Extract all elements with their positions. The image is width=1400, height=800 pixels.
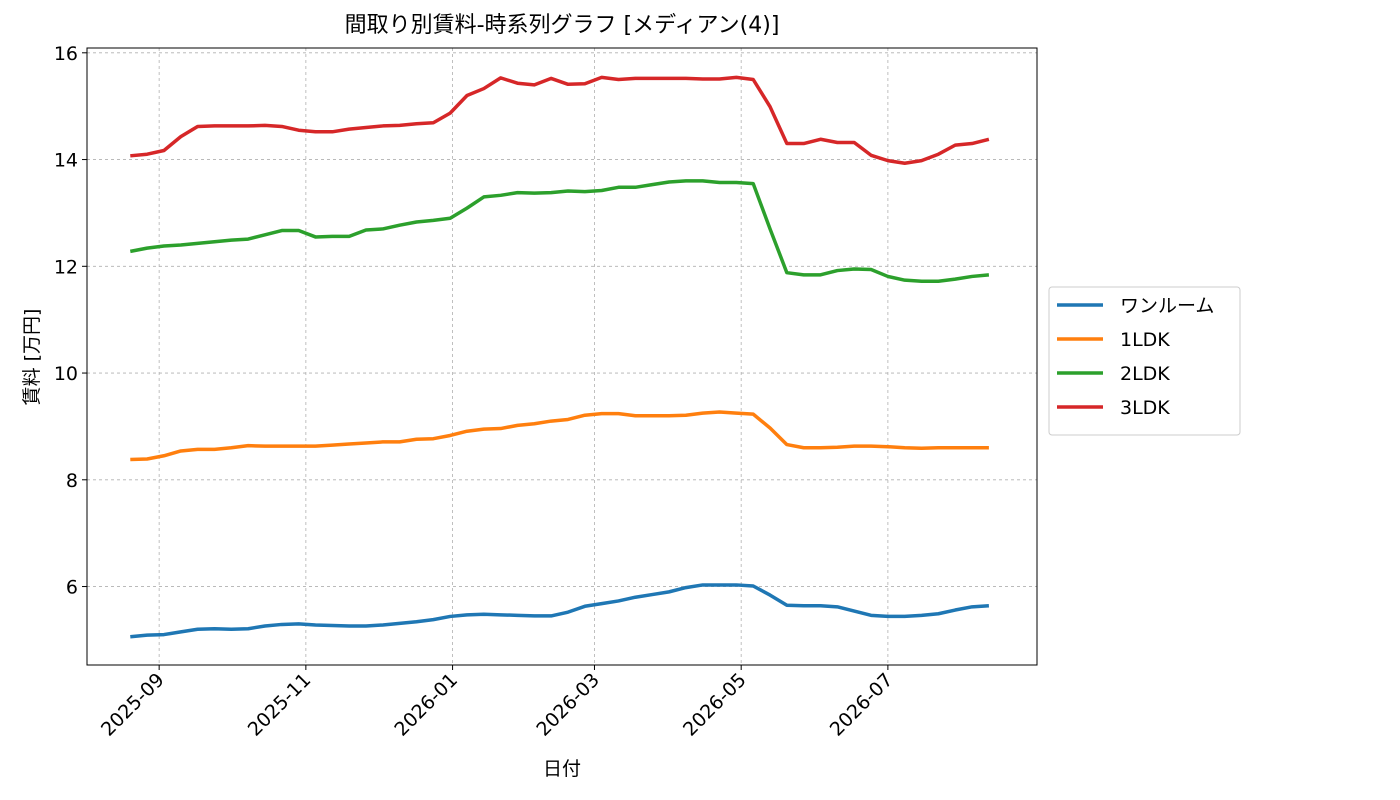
chart-title: 間取り別賃料-時系列グラフ [メディアン(4)] xyxy=(345,13,780,38)
legend: ワンルーム 1LDK 2LDK 3LDK xyxy=(1048,286,1241,436)
y-tick-label: 12 xyxy=(54,256,78,278)
legend-label: 3LDK xyxy=(1120,397,1170,419)
x-tick-label: 2026-01 xyxy=(390,669,462,741)
plot-frame xyxy=(86,47,1038,666)
legend-label: 1LDK xyxy=(1120,329,1170,351)
x-tick-label: 2025-11 xyxy=(244,669,316,741)
series-line xyxy=(130,410,989,462)
x-tick-label: 2026-07 xyxy=(826,669,898,741)
y-tick-label: 10 xyxy=(54,363,78,385)
x-tick-label: 2025-09 xyxy=(97,669,169,741)
series-line xyxy=(130,75,990,166)
y-tick-label: 14 xyxy=(54,150,78,172)
series-line xyxy=(129,179,990,283)
x-tick-label: 2026-05 xyxy=(679,669,751,741)
y-axis-label: 賃料 [万円] xyxy=(21,309,43,406)
y-tick-label: 6 xyxy=(66,577,78,599)
y-tick-label: 8 xyxy=(66,470,78,492)
x-axis-label: 日付 xyxy=(543,758,581,780)
x-tick-label: 2026-03 xyxy=(532,669,604,741)
legend-box xyxy=(1048,286,1241,436)
y-tick-label: 16 xyxy=(54,43,78,65)
legend-label: 2LDK xyxy=(1120,363,1170,385)
legend-label: ワンルーム xyxy=(1120,295,1214,317)
series-line xyxy=(130,583,990,639)
